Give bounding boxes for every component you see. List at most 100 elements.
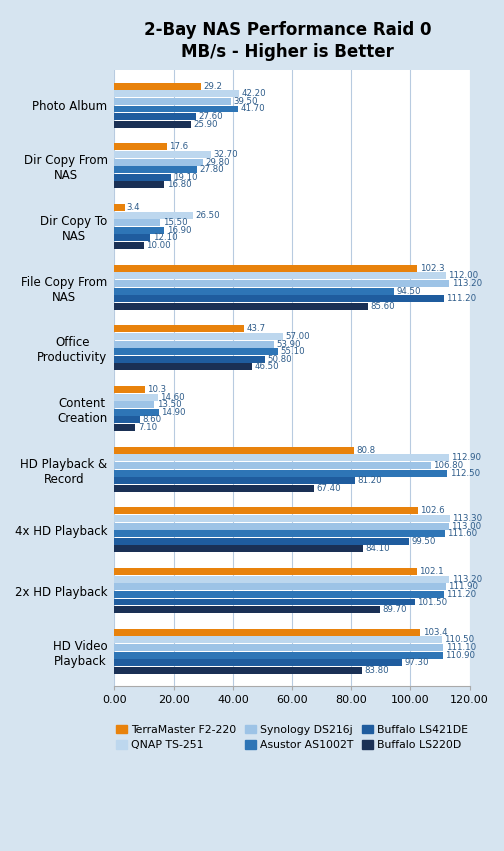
- Text: 94.50: 94.50: [397, 287, 421, 295]
- Text: 13.50: 13.50: [157, 400, 181, 409]
- Text: 3.4: 3.4: [127, 203, 141, 212]
- Text: 46.50: 46.50: [255, 363, 279, 371]
- Text: 67.40: 67.40: [317, 483, 341, 493]
- Text: 112.00: 112.00: [449, 271, 478, 280]
- Text: 102.1: 102.1: [419, 567, 444, 576]
- Text: 25.90: 25.90: [194, 120, 218, 129]
- Bar: [114, 303, 368, 310]
- Text: 19.10: 19.10: [173, 173, 198, 182]
- Text: 50.80: 50.80: [267, 355, 292, 363]
- Text: 111.20: 111.20: [446, 590, 476, 599]
- Bar: [114, 386, 145, 393]
- Bar: [114, 212, 193, 219]
- Text: 14.90: 14.90: [161, 408, 185, 417]
- Bar: [114, 295, 444, 302]
- Bar: [114, 174, 171, 180]
- Text: 80.8: 80.8: [356, 446, 375, 454]
- Text: 12.10: 12.10: [153, 233, 177, 243]
- Bar: [114, 83, 201, 89]
- Text: 55.10: 55.10: [280, 347, 304, 357]
- Bar: [114, 447, 354, 454]
- Text: 26.50: 26.50: [195, 211, 220, 220]
- Bar: [114, 113, 196, 120]
- Bar: [114, 598, 415, 606]
- Bar: [114, 106, 238, 112]
- Text: 85.60: 85.60: [370, 302, 395, 311]
- Bar: [114, 523, 449, 529]
- Bar: [114, 394, 158, 401]
- Bar: [114, 90, 239, 97]
- Bar: [114, 234, 150, 242]
- Bar: [114, 644, 444, 651]
- Text: 103.4: 103.4: [423, 628, 448, 637]
- Text: 41.70: 41.70: [240, 105, 265, 113]
- Bar: [114, 591, 444, 598]
- Text: 53.90: 53.90: [276, 340, 301, 349]
- Bar: [114, 424, 136, 431]
- Bar: [114, 408, 159, 416]
- Text: 110.50: 110.50: [444, 636, 474, 644]
- Bar: [114, 515, 450, 522]
- Bar: [114, 477, 355, 484]
- Bar: [114, 121, 191, 128]
- Bar: [114, 181, 164, 188]
- Text: 110.90: 110.90: [445, 651, 475, 660]
- Bar: [114, 363, 252, 370]
- Text: 17.6: 17.6: [169, 142, 188, 151]
- Bar: [114, 470, 448, 477]
- Bar: [114, 462, 430, 469]
- Text: 111.60: 111.60: [447, 529, 477, 538]
- Bar: [114, 227, 164, 234]
- Text: 14.60: 14.60: [160, 392, 184, 402]
- Text: 111.10: 111.10: [446, 643, 476, 652]
- Bar: [114, 158, 203, 166]
- Bar: [114, 507, 418, 515]
- Bar: [114, 660, 402, 666]
- Text: 39.50: 39.50: [234, 97, 258, 106]
- Text: 2-Bay NAS Performance Raid 0
MB/s - Higher is Better: 2-Bay NAS Performance Raid 0 MB/s - High…: [144, 21, 431, 61]
- Bar: [114, 356, 265, 363]
- Text: 113.20: 113.20: [452, 574, 482, 584]
- Bar: [114, 220, 160, 226]
- Text: 84.10: 84.10: [366, 545, 391, 553]
- Bar: [114, 151, 211, 158]
- Text: 97.30: 97.30: [405, 658, 429, 667]
- Bar: [114, 333, 283, 340]
- Bar: [114, 454, 449, 461]
- Bar: [114, 637, 442, 643]
- Bar: [114, 265, 417, 271]
- Bar: [114, 568, 417, 575]
- Bar: [114, 652, 443, 659]
- Bar: [114, 545, 363, 552]
- Text: 27.80: 27.80: [199, 165, 224, 174]
- Text: 15.50: 15.50: [163, 218, 187, 227]
- Text: 43.7: 43.7: [246, 324, 265, 334]
- Text: 16.80: 16.80: [166, 180, 191, 189]
- Text: 57.00: 57.00: [286, 332, 310, 341]
- Bar: [114, 485, 314, 492]
- Bar: [114, 242, 144, 249]
- Bar: [114, 288, 394, 294]
- Bar: [114, 416, 140, 424]
- Bar: [114, 348, 278, 355]
- Text: 99.50: 99.50: [411, 537, 435, 545]
- Text: 81.20: 81.20: [357, 477, 382, 485]
- Bar: [114, 98, 231, 105]
- Text: 10.00: 10.00: [146, 241, 171, 250]
- Text: 102.3: 102.3: [420, 264, 444, 273]
- Bar: [114, 144, 166, 151]
- Text: 106.80: 106.80: [433, 461, 463, 470]
- Legend: TerraMaster F2-220, QNAP TS-251, Synology DS216j, Asustor AS1002T, Buffalo LS421: TerraMaster F2-220, QNAP TS-251, Synolog…: [111, 721, 473, 755]
- Bar: [114, 530, 445, 537]
- Text: 8.60: 8.60: [142, 415, 161, 425]
- Bar: [114, 583, 446, 591]
- Bar: [114, 667, 362, 674]
- Bar: [114, 606, 380, 613]
- Text: 16.90: 16.90: [167, 226, 192, 235]
- Bar: [114, 280, 450, 287]
- Text: 29.80: 29.80: [205, 157, 229, 167]
- Text: 101.50: 101.50: [417, 597, 448, 607]
- Bar: [114, 402, 154, 408]
- Bar: [114, 272, 446, 279]
- Text: 112.90: 112.90: [451, 454, 481, 462]
